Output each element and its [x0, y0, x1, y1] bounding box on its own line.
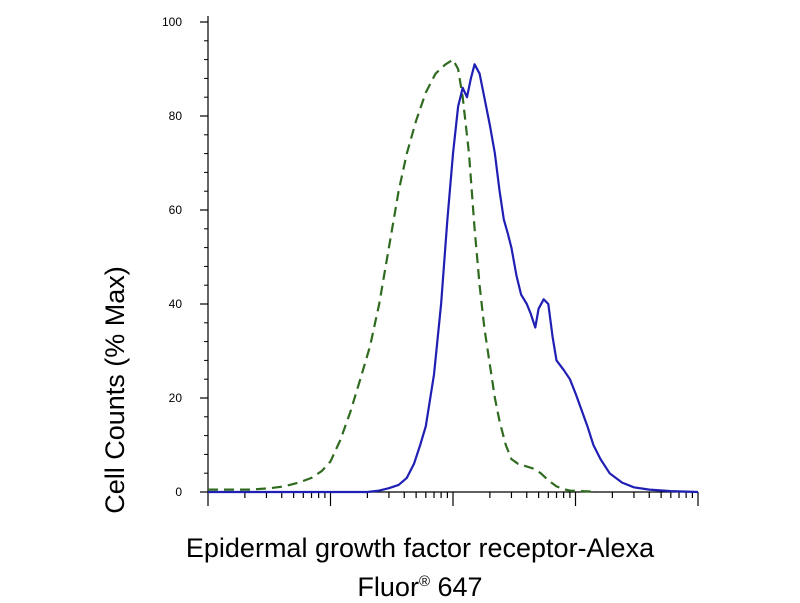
y-axis-label-wrap: Cell Counts (% Max) [12, 240, 130, 514]
y-tick-label: 80 [169, 109, 183, 123]
x-axis-label-fluor: Fluor [357, 572, 419, 602]
y-tick-label: 20 [169, 391, 183, 405]
y-tick-label: 40 [169, 297, 183, 311]
x-axis-label-line2: Fluor® 647 [60, 566, 780, 603]
registered-mark: ® [418, 573, 430, 590]
series-layer [208, 58, 699, 494]
x-axis-label-647: 647 [430, 572, 483, 602]
y-axis-label: Cell Counts (% Max) [100, 266, 130, 514]
axes: 0 20 40 60 80 100 [162, 15, 699, 506]
series-line-control [208, 58, 598, 494]
series-line-egfr [208, 63, 699, 494]
x-axis-label-line1: Epidermal growth factor receptor-Alexa [185, 533, 655, 563]
y-tick-label: 60 [169, 203, 183, 217]
y-tick-label: 0 [175, 485, 182, 499]
y-tick-label: 100 [162, 15, 182, 29]
